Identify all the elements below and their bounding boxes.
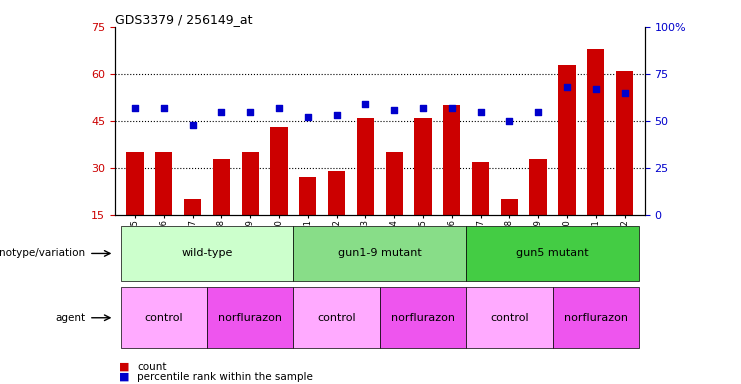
Point	[330, 112, 342, 118]
Point	[216, 109, 227, 115]
Text: norflurazon: norflurazon	[391, 313, 455, 323]
Point	[302, 114, 313, 120]
Bar	[414, 118, 431, 262]
Bar	[380, 287, 466, 348]
Point	[446, 105, 458, 111]
Bar	[121, 226, 293, 281]
Text: ■: ■	[119, 362, 129, 372]
Bar	[328, 171, 345, 262]
Text: GDS3379 / 256149_at: GDS3379 / 256149_at	[115, 13, 253, 26]
Bar	[299, 177, 316, 262]
Point	[475, 109, 487, 115]
Bar	[587, 49, 605, 262]
Point	[129, 105, 141, 111]
Bar	[207, 287, 293, 348]
Point	[158, 105, 170, 111]
Text: ■: ■	[119, 372, 129, 382]
Text: control: control	[490, 313, 528, 323]
Point	[561, 84, 573, 90]
Bar	[184, 199, 202, 262]
Bar	[616, 71, 633, 262]
Bar	[356, 118, 374, 262]
Point	[359, 101, 371, 107]
Text: gun1-9 mutant: gun1-9 mutant	[338, 248, 422, 258]
Point	[619, 90, 631, 96]
Bar	[472, 162, 489, 262]
Point	[388, 107, 400, 113]
Bar	[121, 287, 207, 348]
Point	[187, 122, 199, 128]
Text: control: control	[317, 313, 356, 323]
Bar	[385, 152, 403, 262]
Bar	[242, 152, 259, 262]
Bar	[293, 287, 379, 348]
Text: agent: agent	[55, 313, 85, 323]
Point	[417, 105, 429, 111]
Text: control: control	[144, 313, 183, 323]
Text: wild-type: wild-type	[182, 248, 233, 258]
Bar	[270, 127, 288, 262]
Bar	[293, 226, 466, 281]
Bar	[443, 105, 460, 262]
Bar	[213, 159, 230, 262]
Text: gun5 mutant: gun5 mutant	[516, 248, 589, 258]
Bar	[155, 152, 173, 262]
Bar	[127, 152, 144, 262]
Bar	[466, 226, 639, 281]
Point	[245, 109, 256, 115]
Bar	[553, 287, 639, 348]
Bar	[558, 65, 576, 262]
Bar	[501, 199, 518, 262]
Point	[532, 109, 544, 115]
Point	[590, 86, 602, 92]
Text: norflurazon: norflurazon	[564, 313, 628, 323]
Point	[503, 118, 515, 124]
Text: count: count	[137, 362, 167, 372]
Bar	[466, 287, 553, 348]
Point	[273, 105, 285, 111]
Bar	[530, 159, 547, 262]
Text: norflurazon: norflurazon	[218, 313, 282, 323]
Text: percentile rank within the sample: percentile rank within the sample	[137, 372, 313, 382]
Text: genotype/variation: genotype/variation	[0, 248, 85, 258]
